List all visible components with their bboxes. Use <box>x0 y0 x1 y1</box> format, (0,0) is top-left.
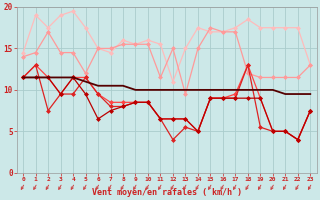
X-axis label: Vent moyen/en rafales ( km/h ): Vent moyen/en rafales ( km/h ) <box>92 188 242 197</box>
